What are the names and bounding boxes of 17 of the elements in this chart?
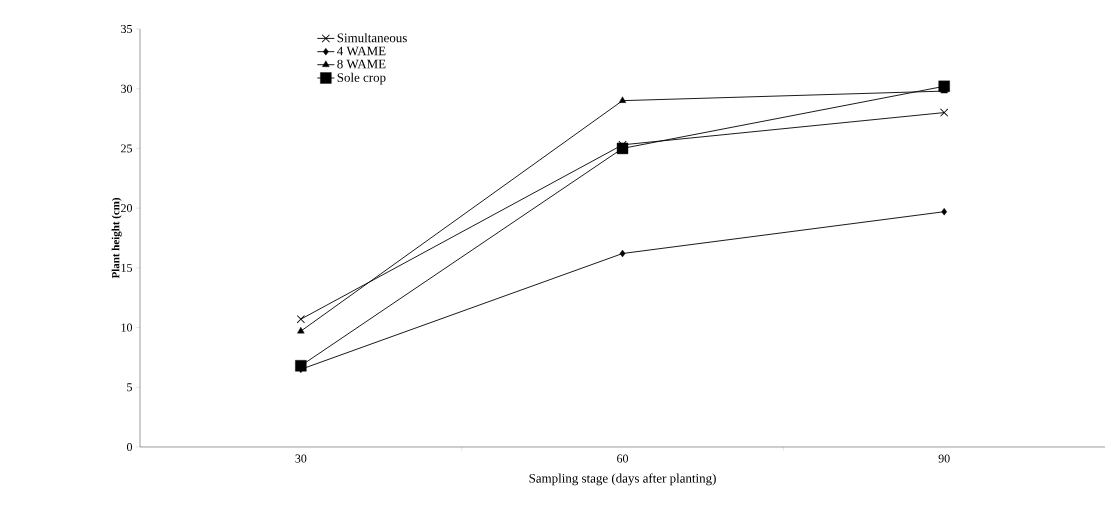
- y-tick-label: 35: [121, 24, 133, 33]
- y-tick-label: 15: [121, 263, 133, 272]
- legend-label: Simultaneous: [337, 33, 407, 43]
- legend-label: Sole crop: [337, 72, 386, 85]
- y-tick-label: 25: [121, 144, 133, 153]
- y-axis-title: Plant height (cm): [111, 197, 122, 279]
- y-tick-label: 0: [126, 442, 133, 452]
- x-tick-label: 90: [938, 454, 950, 463]
- x-tick-label: 30: [295, 454, 307, 463]
- x-axis-title: Sampling stage (days after planting): [529, 473, 716, 486]
- x-tick-label: 60: [617, 454, 629, 463]
- y-tick-label: 5: [127, 383, 133, 392]
- y-tick-label: 10: [121, 323, 133, 332]
- y-tick-label: 20: [121, 204, 133, 213]
- y-tick-label: 30: [121, 84, 133, 93]
- legend-label: 8 WAME: [337, 59, 386, 69]
- legend-label: 4 WAME: [337, 46, 386, 56]
